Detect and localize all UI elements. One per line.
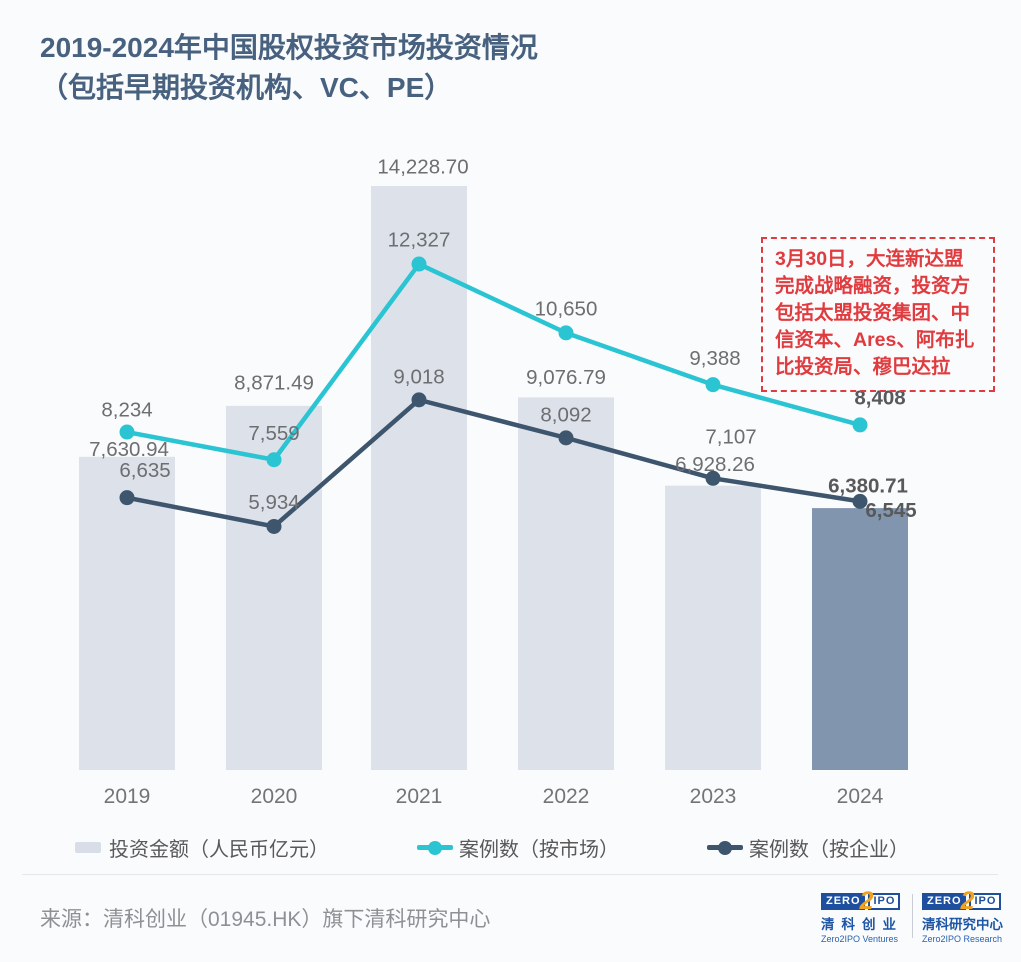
data-label: 6,635 xyxy=(119,459,170,482)
deals-by-enterprise-line xyxy=(126,397,861,529)
deals-by-enterprise-point xyxy=(266,518,282,534)
zero2ipo-logo-mark: ZERO 2 IPO xyxy=(821,887,903,915)
legend-label: 案例数（按企业） xyxy=(749,839,909,861)
data-label: 10,650 xyxy=(535,297,598,320)
x-axis-label: 2021 xyxy=(396,785,443,808)
investment-amount-bar xyxy=(665,485,761,770)
data-label: 8,871.49 xyxy=(234,371,314,394)
footer-divider xyxy=(22,874,998,875)
zero2ipo-research-logo: ZERO 2 IPO 清科研究中心 Zero2IPO Research xyxy=(922,888,1003,944)
bar-swatch-icon xyxy=(75,842,101,853)
deals-by-market-line xyxy=(126,261,861,462)
data-label: 7,559 xyxy=(248,422,299,445)
legend-item-deals-by-market: 案例数（按市场） xyxy=(417,833,619,862)
investment-amount-bar xyxy=(371,186,467,770)
x-axis-labels: 2019 2020 2021 2022 2023 2024 xyxy=(104,785,884,808)
dark-line-dot-icon xyxy=(707,840,743,855)
logo-en-name: Zero2IPO Ventures xyxy=(821,934,899,944)
deals-by-enterprise-point xyxy=(119,490,135,506)
data-label: 7,630.94 xyxy=(89,438,169,461)
source-text: 来源：清科创业（01945.HK）旗下清科研究中心 xyxy=(40,908,491,931)
chart-title-line1: 2019-2024年中国股权投资市场投资情况 xyxy=(40,32,538,63)
data-label: 9,076.79 xyxy=(526,366,606,389)
deals-by-market-point xyxy=(119,424,135,440)
chart-legend: 投资金额（人民币亿元） 案例数（按市场） 案例数（按企业） xyxy=(75,833,935,862)
zero2ipo-ventures-logo: ZERO 2 IPO 清科创业 Zero2IPO Ventures xyxy=(821,888,903,944)
deals-by-market-point xyxy=(705,377,721,393)
logo-ipo-box: IPO xyxy=(969,893,1002,910)
data-label: 8,092 xyxy=(540,403,591,426)
legend-label: 案例数（按市场） xyxy=(459,839,619,861)
legend-item-investment-amount: 投资金额（人民币亿元） xyxy=(75,833,329,862)
deals-by-market-point xyxy=(266,452,282,468)
value-labels: 7,630.94 8,871.49 14,228.70 9,076.79 6,928.2… xyxy=(89,155,917,521)
data-label: 9,018 xyxy=(393,365,444,388)
data-label: 6,380.71 xyxy=(828,475,908,498)
deals-by-enterprise-point xyxy=(558,430,574,446)
chart-title-line2: （包括早期投资机构、VC、PE） xyxy=(40,72,453,103)
deals-by-enterprise-point xyxy=(852,493,868,509)
data-label: 6,545 xyxy=(865,499,916,522)
data-label: 14,228.70 xyxy=(377,155,468,178)
combo-chart: 7,630.94 8,871.49 14,228.70 9,076.79 6,928.2… xyxy=(79,155,917,808)
data-label: 6,928.26 xyxy=(675,453,755,476)
logo-ipo-box: IPO xyxy=(868,893,901,910)
deals-by-market-point xyxy=(558,325,574,341)
data-label: 8,408 xyxy=(854,386,905,409)
x-axis-label: 2024 xyxy=(837,785,884,808)
zero2ipo-logos: ZERO 2 IPO 清科创业 Zero2IPO Ventures ZERO 2… xyxy=(821,888,1003,944)
deals-by-enterprise-point xyxy=(705,470,721,486)
logo-zero-box: ZERO xyxy=(821,893,865,910)
chart-title: 2019-2024年中国股权投资市场投资情况 （包括早期投资机构、VC、PE） xyxy=(40,28,760,108)
legend-item-deals-by-enterprise: 案例数（按企业） xyxy=(707,833,909,862)
investment-amount-bar xyxy=(518,397,614,770)
line-series xyxy=(119,256,868,534)
data-label: 7,107 xyxy=(705,426,756,449)
teal-line-dot-icon xyxy=(417,840,453,855)
data-label: 5,934 xyxy=(248,491,299,514)
deals-by-market-point xyxy=(852,417,868,433)
legend-label: 投资金额（人民币亿元） xyxy=(109,839,329,861)
logo-two-digit: 2 xyxy=(960,887,975,915)
data-label: 12,327 xyxy=(388,228,451,251)
investment-amount-bar xyxy=(79,456,175,770)
investment-amount-bar xyxy=(812,508,908,770)
logo-cn-name: 清科创业 xyxy=(821,917,903,932)
deals-by-enterprise-point xyxy=(411,392,427,408)
deals-by-market-point xyxy=(411,256,427,272)
zero2ipo-logo-mark: ZERO 2 IPO xyxy=(922,887,1003,915)
logo-en-name: Zero2IPO Research xyxy=(922,934,1003,944)
logo-cn-name: 清科研究中心 xyxy=(922,917,1003,932)
x-axis-label: 2020 xyxy=(251,785,298,808)
logo-two-digit: 2 xyxy=(859,887,874,915)
x-axis-label: 2019 xyxy=(104,785,151,808)
event-annotation-box: 3月30日，大连新达盟完成战略融资，投资方包括太盟投资集团、中信资本、Ares、… xyxy=(761,237,995,392)
x-axis-label: 2022 xyxy=(543,785,590,808)
logo-separator xyxy=(912,894,913,938)
data-label: 8,234 xyxy=(101,398,152,421)
logo-zero-box: ZERO xyxy=(922,893,966,910)
data-label: 9,388 xyxy=(689,347,740,370)
x-axis-label: 2023 xyxy=(690,785,737,808)
